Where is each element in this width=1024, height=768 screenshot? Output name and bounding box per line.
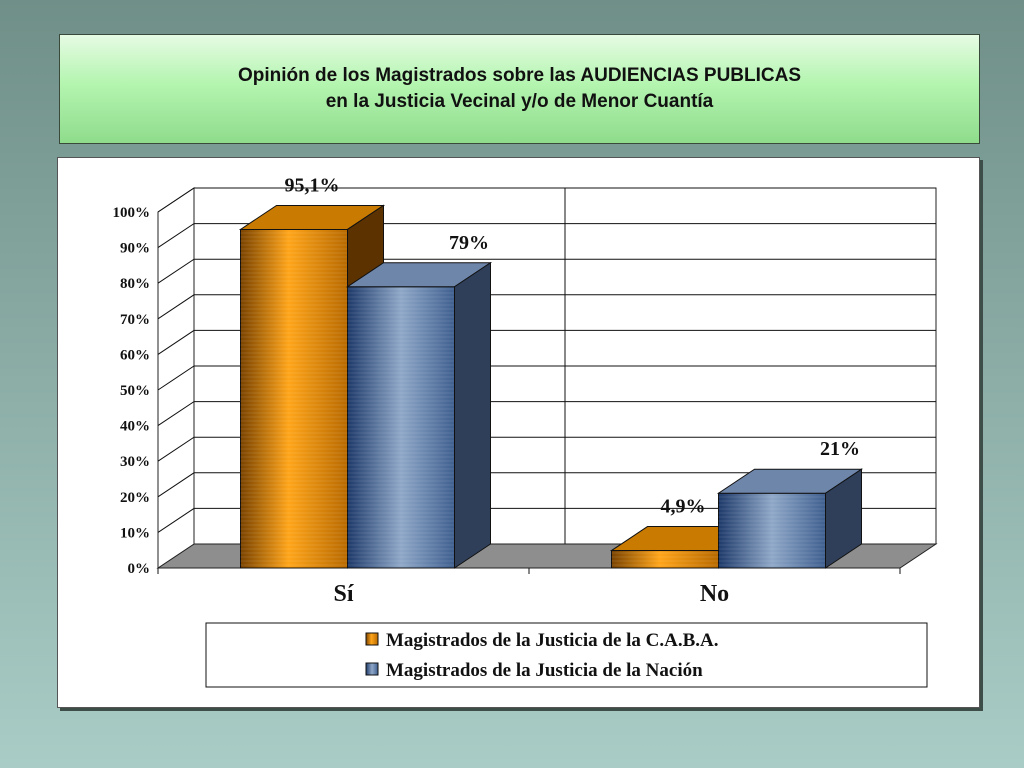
bar xyxy=(716,468,864,569)
x-category-label: Sí xyxy=(333,581,353,607)
legend-box xyxy=(205,622,928,688)
legend-label: Magistrados de la Justicia de la Nación xyxy=(386,660,703,681)
y-tick-label: 100% xyxy=(113,205,151,221)
bar-texture xyxy=(240,229,348,568)
data-label: 79% xyxy=(449,232,489,254)
gridline xyxy=(157,401,936,427)
y-tick-label: 80% xyxy=(120,276,150,292)
chart-title-line1: Opinión de los Magistrados sobre las AUD… xyxy=(237,65,802,86)
bar-texture xyxy=(718,493,826,568)
y-tick-label: 60% xyxy=(120,347,150,363)
gridline xyxy=(157,365,936,391)
bar-side xyxy=(454,261,491,569)
gridline xyxy=(157,472,936,498)
bar xyxy=(345,261,493,569)
x-category-label: No xyxy=(700,581,729,607)
y-tick-label: 40% xyxy=(120,419,150,435)
bar-texture xyxy=(611,550,719,568)
y-tick-label: 0% xyxy=(128,561,151,577)
y-tick-label: 50% xyxy=(120,383,150,399)
bar-texture xyxy=(347,286,455,568)
gridline xyxy=(157,507,936,533)
bar-side xyxy=(825,468,862,569)
y-tick-label: 90% xyxy=(120,241,150,257)
legend-swatch xyxy=(365,662,379,676)
data-label: 95,1% xyxy=(285,174,340,196)
gridline xyxy=(157,436,936,462)
gridline xyxy=(157,223,936,249)
chart-title-line2: en la Justicia Vecinal y/o de Menor Cuan… xyxy=(325,91,714,112)
legend-swatch xyxy=(365,632,379,646)
y-tick-label: 10% xyxy=(120,525,150,541)
y-tick-label: 30% xyxy=(120,454,150,470)
gridline xyxy=(157,187,936,213)
title-box: Opinión de los Magistrados sobre las AUD… xyxy=(59,34,980,144)
data-label: 21% xyxy=(820,438,860,460)
y-tick-label: 20% xyxy=(120,490,150,506)
gridline xyxy=(157,294,936,320)
y-tick-label: 70% xyxy=(120,312,150,328)
legend: Magistrados de la Justicia de la C.A.B.A… xyxy=(205,622,928,688)
gridline xyxy=(157,329,936,355)
legend-label: Magistrados de la Justicia de la C.A.B.A… xyxy=(386,630,719,651)
data-label: 4,9% xyxy=(661,496,706,518)
gridline xyxy=(157,258,936,284)
